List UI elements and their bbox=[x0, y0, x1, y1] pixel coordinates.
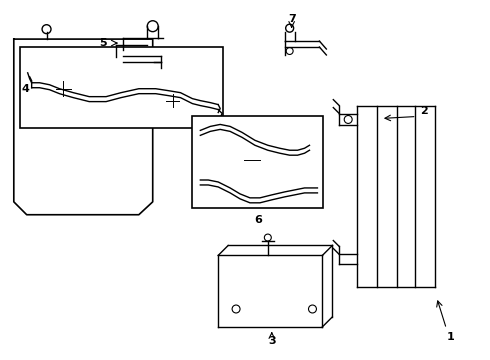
Text: 1: 1 bbox=[446, 332, 454, 342]
Text: 2: 2 bbox=[420, 105, 427, 116]
Bar bbox=[247, 150, 257, 170]
Text: 7: 7 bbox=[288, 14, 295, 24]
Text: 4: 4 bbox=[22, 84, 29, 94]
Text: 5: 5 bbox=[99, 38, 107, 48]
Text: 3: 3 bbox=[268, 336, 275, 346]
Bar bbox=[20, 47, 223, 129]
Bar bbox=[193, 117, 323, 208]
Text: 6: 6 bbox=[254, 215, 262, 225]
